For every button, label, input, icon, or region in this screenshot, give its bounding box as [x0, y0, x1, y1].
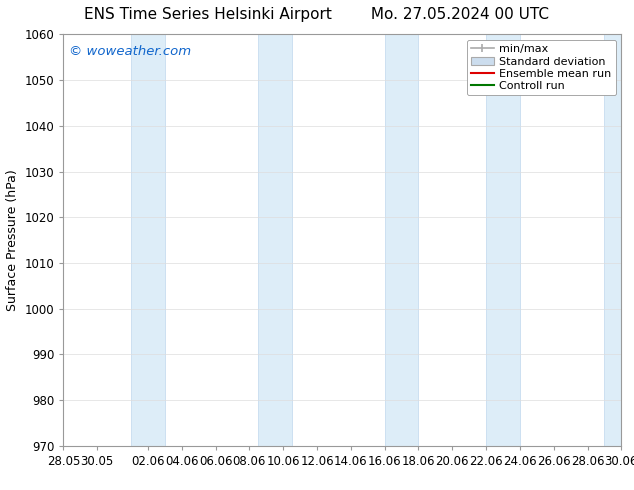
Bar — [385, 34, 418, 446]
Bar — [131, 34, 165, 446]
Text: © woweather.com: © woweather.com — [69, 45, 191, 58]
Bar — [604, 34, 634, 446]
Bar — [258, 34, 292, 446]
Text: ENS Time Series Helsinki Airport        Mo. 27.05.2024 00 UTC: ENS Time Series Helsinki Airport Mo. 27.… — [84, 7, 550, 23]
Y-axis label: Surface Pressure (hPa): Surface Pressure (hPa) — [6, 169, 19, 311]
Legend: min/max, Standard deviation, Ensemble mean run, Controll run: min/max, Standard deviation, Ensemble me… — [467, 40, 616, 96]
Bar — [486, 34, 520, 446]
